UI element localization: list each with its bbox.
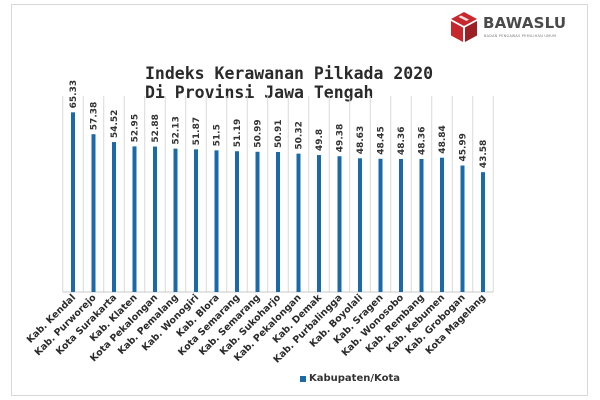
value-label: 48.36 [397, 127, 407, 155]
bar [460, 165, 465, 292]
bar [317, 155, 321, 292]
value-label: 48.84 [438, 125, 448, 153]
value-label: 48.45 [377, 126, 387, 154]
value-label: 65.33 [69, 80, 79, 108]
value-label: 54.52 [110, 110, 120, 138]
chart-value-labels: 65.33 57.38 54.52 52.95 52.88 52.13 51.87 51.5 5… [69, 80, 489, 168]
chart-legend: Kabupaten/Kota [300, 373, 400, 384]
bar [440, 157, 444, 292]
bar [337, 156, 342, 292]
bar [71, 112, 75, 292]
value-label: 52.88 [151, 114, 161, 142]
value-label: 48.63 [356, 126, 366, 154]
brand-name: BAWASLU [483, 14, 567, 32]
value-label: 57.38 [90, 102, 100, 130]
value-label: 52.13 [172, 116, 182, 144]
value-label: 45.99 [459, 133, 469, 161]
bar [276, 151, 280, 292]
bar [255, 151, 260, 292]
value-label: 43.58 [479, 140, 489, 168]
chart-title-block: Indeks Kerawanan Pilkada 2020 Di Provins… [145, 64, 433, 102]
bawaslu-logo: BAWASLU BADAN PENGAWAS PEMILIHAN UMUM [447, 10, 577, 50]
value-label: 51.87 [192, 117, 202, 145]
value-label: 52.95 [131, 114, 141, 142]
bar [112, 142, 116, 292]
chart-subtitle: Di Provinsi Jawa Tengah [145, 83, 374, 102]
value-label: 50.99 [254, 119, 264, 147]
value-label: 51.5 [213, 124, 223, 146]
value-label: 49.38 [336, 124, 346, 152]
bar [91, 134, 96, 292]
bar [173, 148, 178, 292]
value-label: 48.36 [418, 127, 428, 155]
bar [235, 151, 239, 292]
value-label: 50.91 [274, 120, 284, 148]
legend-swatch [300, 375, 306, 382]
legend-label: Kabupaten/Kota [309, 373, 400, 384]
bar [296, 153, 301, 292]
chart-title: Indeks Kerawanan Pilkada 2020 [145, 64, 434, 83]
bar [399, 159, 403, 292]
brand-tagline: BADAN PENGAWAS PEMILIHAN UMUM [484, 34, 557, 38]
bar [194, 149, 198, 292]
ballot-box-icon [451, 12, 477, 42]
chart-bars [71, 112, 485, 292]
bar [153, 146, 157, 292]
bar [358, 158, 362, 292]
bar [214, 150, 219, 292]
bar [132, 146, 137, 292]
bar [481, 172, 485, 292]
bar [378, 158, 383, 292]
bar [419, 159, 424, 292]
value-label: 51.19 [233, 119, 243, 147]
value-label: 50.32 [295, 121, 305, 149]
value-label: 49.8 [315, 129, 325, 151]
